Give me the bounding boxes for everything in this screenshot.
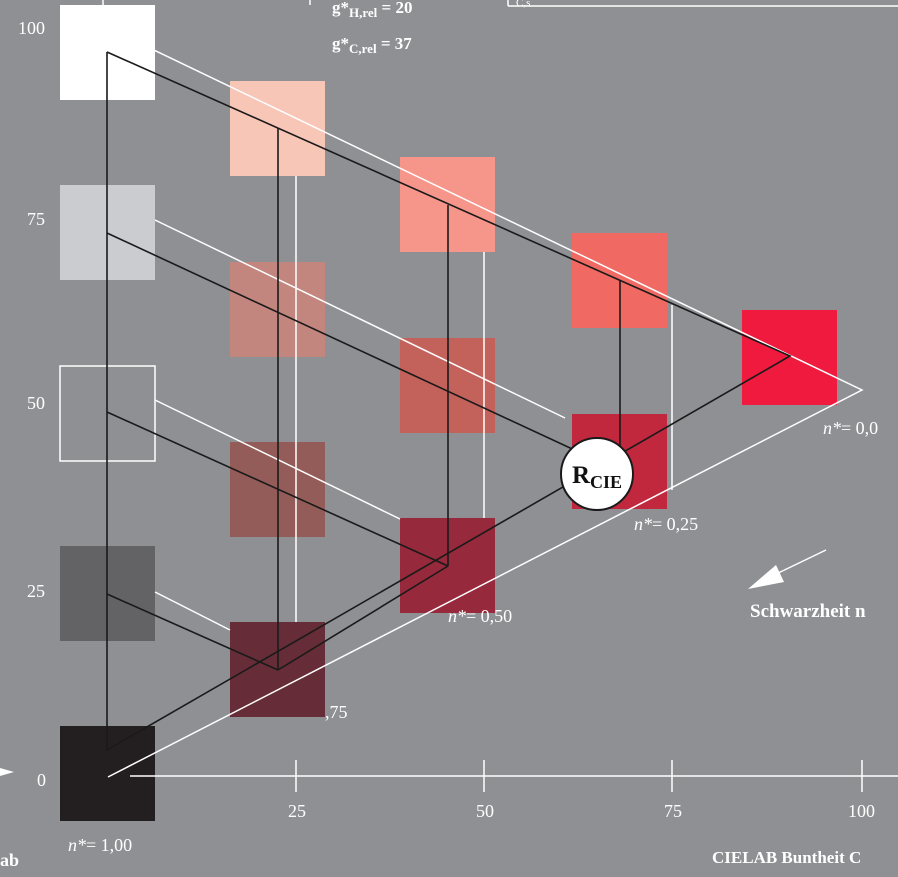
schwarzheit-arrow-icon [748,549,827,589]
g-chroma-label: g*C,rel = 37 [332,34,412,56]
patch-red-max [742,310,837,405]
top-box-text: C,s [516,0,530,9]
svg-text:RCIE: RCIE [572,462,622,492]
x-tick-100: 100 [848,801,875,821]
outer-triangle [107,27,864,778]
n-label-50: n*= 0,50 [448,606,512,626]
corner-label: ab [0,850,19,870]
rcie-marker: RCIE [560,437,634,511]
rcie-sub: CIE [590,472,622,492]
y-tick-50: 50 [27,393,45,413]
y-tick-0: 0 [37,770,46,790]
g-hue-label: g*H,rel = 20 [332,0,412,20]
x-axis-ticks: 25 50 75 100 [288,801,875,821]
x-tick-50: 50 [476,801,494,821]
y-axis-ticks: 100 75 50 25 0 [18,18,46,790]
x-axis-title: CIELAB Buntheit C [712,848,861,867]
n-label-25: n*= 0,25 [634,514,698,534]
n-label-75: ,75 [325,702,348,722]
y-tick-75: 75 [27,209,45,229]
left-arrow-icon [0,768,14,776]
n-label-100: n*= 1,00 [68,835,132,855]
schwarzheit-label: Schwarzheit n [750,601,866,622]
y-tick-25: 25 [27,581,45,601]
n-label-0: n*= 0,0 [823,418,878,438]
y-tick-100: 100 [18,18,45,38]
x-tick-75: 75 [664,801,682,821]
rcie-main: R [572,462,591,489]
black-structure-lines [106,51,792,752]
n-labels: n*= 0,0 n*= 0,25 n*= 0,50 ,75 n*= 1,00 [68,418,878,855]
x-tick-25: 25 [288,801,306,821]
